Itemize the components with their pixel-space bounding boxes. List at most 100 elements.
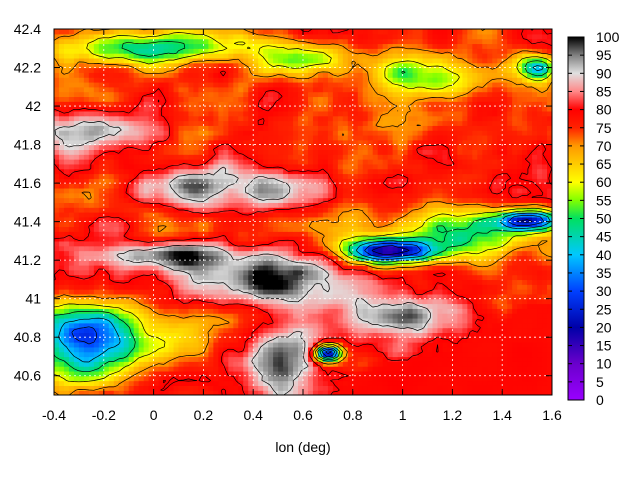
heat-cell [497,346,503,353]
heat-cell [98,231,105,237]
heat-cell [288,370,294,377]
heat-cell [422,356,429,362]
heat-cell [317,226,324,232]
heat-cell [487,212,493,218]
heat-cell [263,159,269,165]
heat-cell [203,173,209,179]
heat-cell [512,173,518,179]
heat-cell [432,308,439,314]
heat-cell [487,337,493,343]
heat-cell [108,168,115,175]
heat-cell [208,370,214,377]
heat-cell [487,342,493,348]
heat-cell [532,342,538,348]
heat-cell [183,231,190,237]
heat-cell [283,274,289,281]
heat-cell [273,342,279,348]
heat-cell [173,293,180,300]
heat-cell [163,351,170,358]
heat-cell [163,370,170,377]
heat-cell [68,385,75,391]
heat-cell [367,308,374,314]
heat-cell [128,351,135,358]
heat-cell [327,187,334,194]
heat-cell [432,207,439,213]
heat-cell [487,366,493,372]
heat-cell [178,240,185,247]
heat-cell [342,284,349,290]
heat-cell [467,202,473,208]
heat-cell [223,361,229,367]
heat-cell [78,342,85,348]
heat-cell [278,317,284,324]
heat-cell [532,385,538,391]
heat-cell [432,226,439,232]
heat-cell [527,293,533,300]
heat-cell [307,264,314,271]
heat-cell [352,221,359,228]
heat-cell [382,370,389,377]
heat-cell [58,250,65,256]
heat-cell [238,313,244,319]
heat-cell [542,332,548,338]
heat-cell [427,236,434,242]
heat-cell [427,385,434,391]
heat-cell [412,269,419,276]
heat-cell [73,240,80,247]
heat-cell [58,197,65,203]
heat-cell [482,178,488,184]
heat-cell [477,192,483,199]
heat-cell [337,178,344,184]
heat-cell [502,327,508,333]
heat-cell [462,260,468,266]
heat-cell [517,197,523,203]
heat-cell [228,236,234,242]
heat-cell [178,163,185,170]
heat-cell [273,178,279,184]
heat-cell [198,250,204,256]
heat-cell [492,274,498,281]
heat-cell [327,264,334,271]
heat-cell [168,183,175,189]
heat-cell [153,264,160,271]
heat-cell [337,356,344,362]
heat-cell [412,212,419,218]
heat-cell [312,361,319,367]
heat-cell [118,260,125,266]
heat-cell [412,264,419,271]
heat-cell [487,202,493,208]
heat-cell [193,207,200,213]
heat-cell [58,332,65,338]
heat-cell [477,375,483,382]
heat-cell [462,159,468,165]
heat-cell [63,274,70,281]
heat-cell [397,221,404,228]
heat-cell [442,168,449,175]
heat-cell [417,327,424,333]
heat-cell [228,240,234,247]
heat-cell [158,284,165,290]
heat-cell [442,298,449,305]
heat-cell [322,192,329,199]
heat-cell [248,380,254,386]
heat-cell [113,308,120,314]
heat-cell [238,375,244,382]
heat-cell [188,289,195,295]
heat-cell [298,236,304,242]
heat-cell [293,342,299,348]
heat-cell [78,202,85,208]
heat-cell [327,289,334,295]
heat-cell [248,289,254,295]
heat-cell [253,313,259,319]
heat-cell [298,308,304,314]
heat-cell [303,327,309,333]
heat-cell [103,197,110,203]
heat-cell [307,197,314,203]
heat-cell [362,163,369,170]
heat-cell [447,187,453,194]
heat-cell [218,221,224,228]
heat-cell [73,216,80,223]
heat-cell [352,327,359,333]
heat-cell [138,322,145,329]
heat-cell [253,346,259,353]
